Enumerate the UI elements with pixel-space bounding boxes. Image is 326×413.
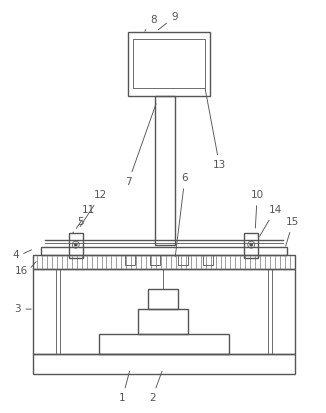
Text: 10: 10 xyxy=(251,190,264,228)
Bar xyxy=(125,254,135,264)
Bar xyxy=(56,269,60,354)
Bar xyxy=(128,31,210,96)
Bar xyxy=(155,96,175,244)
Text: 3: 3 xyxy=(14,304,21,314)
Bar xyxy=(244,233,258,258)
Bar xyxy=(33,269,295,354)
Text: 6: 6 xyxy=(175,173,188,257)
Bar xyxy=(41,247,287,254)
Bar xyxy=(150,254,160,264)
Text: 14: 14 xyxy=(259,205,282,236)
Bar xyxy=(69,233,83,258)
Text: 11: 11 xyxy=(76,205,95,228)
Circle shape xyxy=(75,244,77,246)
Text: 1: 1 xyxy=(119,371,129,404)
Text: 2: 2 xyxy=(149,371,162,404)
Text: 4: 4 xyxy=(12,249,19,260)
Bar xyxy=(33,254,295,269)
Text: 9: 9 xyxy=(158,12,178,30)
Circle shape xyxy=(250,244,252,246)
Text: 16: 16 xyxy=(15,266,28,276)
Bar xyxy=(33,354,295,374)
Bar xyxy=(133,39,205,88)
Bar xyxy=(268,269,272,354)
Bar xyxy=(98,334,230,354)
Text: 12: 12 xyxy=(80,190,107,226)
Text: 7: 7 xyxy=(125,104,156,187)
Bar xyxy=(178,254,188,264)
Bar xyxy=(138,309,188,334)
Text: 13: 13 xyxy=(205,89,226,170)
Text: 15: 15 xyxy=(286,217,300,246)
Text: 8: 8 xyxy=(145,14,156,31)
Bar xyxy=(203,254,213,264)
Text: 5: 5 xyxy=(72,217,84,233)
Bar xyxy=(148,289,178,309)
